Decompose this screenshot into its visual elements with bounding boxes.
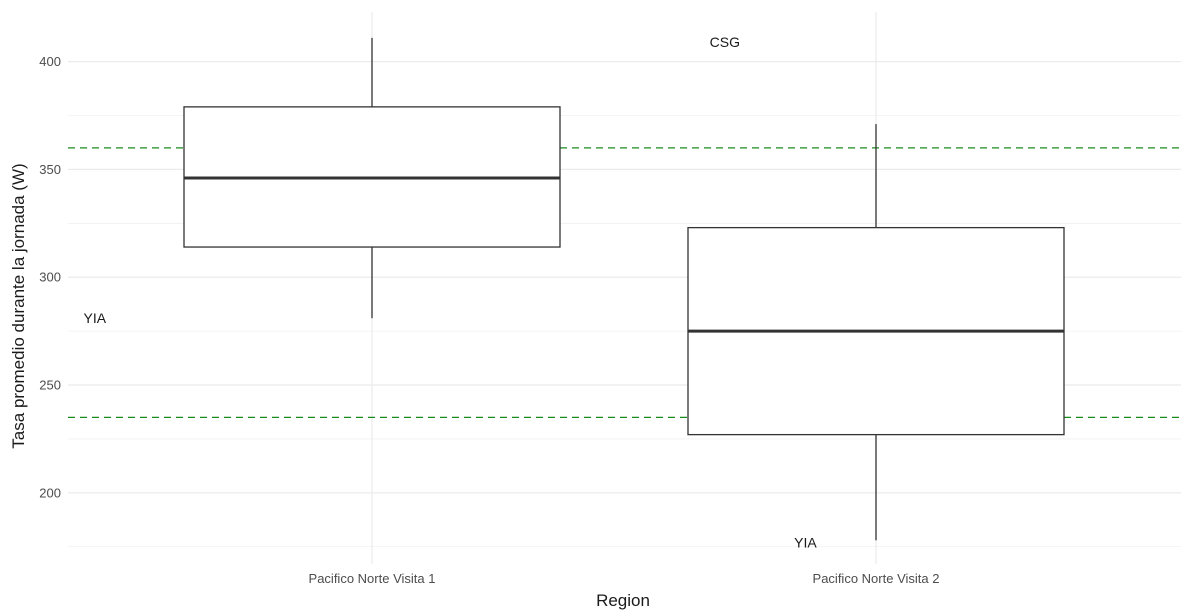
boxes-layer bbox=[183, 37, 1065, 541]
x-axis-ticks: Pacifico Norte Visita 1 Pacifico Norte Vi… bbox=[309, 571, 940, 586]
x-axis-title: Region bbox=[596, 591, 650, 610]
x-tick-label: Pacifico Norte Visita 1 bbox=[309, 571, 436, 586]
y-tick-label: 300 bbox=[39, 270, 61, 285]
y-axis-ticks: 200 250 300 350 400 bbox=[39, 54, 61, 500]
box-group bbox=[183, 37, 561, 319]
annotations-layer: CSGYIACSGYIA bbox=[84, 34, 818, 550]
box-group bbox=[687, 124, 1065, 541]
annotation-label: YIA bbox=[794, 534, 817, 550]
x-tick-label: Pacifico Norte Visita 2 bbox=[813, 571, 940, 586]
y-axis-title: Tasa promedio durante la jornada (W) bbox=[9, 163, 28, 448]
y-tick-label: 250 bbox=[39, 378, 61, 393]
y-tick-label: 350 bbox=[39, 162, 61, 177]
y-tick-label: 200 bbox=[39, 485, 61, 500]
annotation-label: YIA bbox=[84, 310, 107, 326]
y-tick-label: 400 bbox=[39, 54, 61, 69]
annotation-label: CSG bbox=[710, 34, 740, 50]
